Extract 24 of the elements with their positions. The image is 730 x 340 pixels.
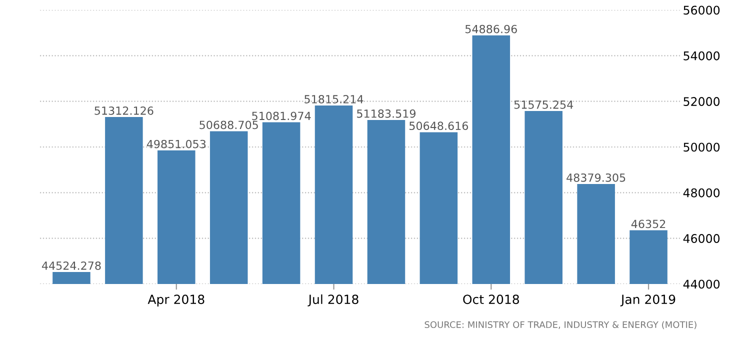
data-label: 51575.254	[514, 100, 574, 109]
source-note: SOURCE: MINISTRY OF TRADE, INDUSTRY & ENERGY (MOTIE)	[424, 321, 696, 330]
y-tick-label: 52000	[684, 97, 720, 106]
data-label: 50648.616	[410, 122, 468, 130]
data-label: 44524.278	[42, 261, 101, 270]
data-label: 51815.214	[304, 94, 364, 104]
y-tick-label: 56000	[684, 6, 720, 15]
x-tick-label: Jan 2019	[620, 294, 676, 306]
data-label: 51312.126	[94, 106, 154, 115]
y-tick-label: 48000	[683, 188, 720, 198]
y-tick-label: 54000	[684, 51, 720, 60]
data-label: 49851.053	[146, 140, 206, 148]
y-tick-label: 46000	[683, 234, 720, 243]
data-label: 48379.305	[566, 173, 626, 182]
data-label: 46352	[631, 220, 666, 228]
x-tick-label: Jul 2018	[308, 294, 358, 306]
data-label: 50688.705	[200, 120, 258, 130]
data-label: 51183.519	[357, 109, 416, 118]
y-tick-label: 50000	[684, 142, 720, 152]
data-label: 51081.974	[252, 112, 311, 120]
y-tick-label: 44000	[683, 280, 720, 289]
x-tick-label: Oct 2018	[463, 294, 519, 304]
x-tick-label: Apr 2018	[148, 294, 204, 307]
data-label: 54886.96	[465, 24, 517, 34]
